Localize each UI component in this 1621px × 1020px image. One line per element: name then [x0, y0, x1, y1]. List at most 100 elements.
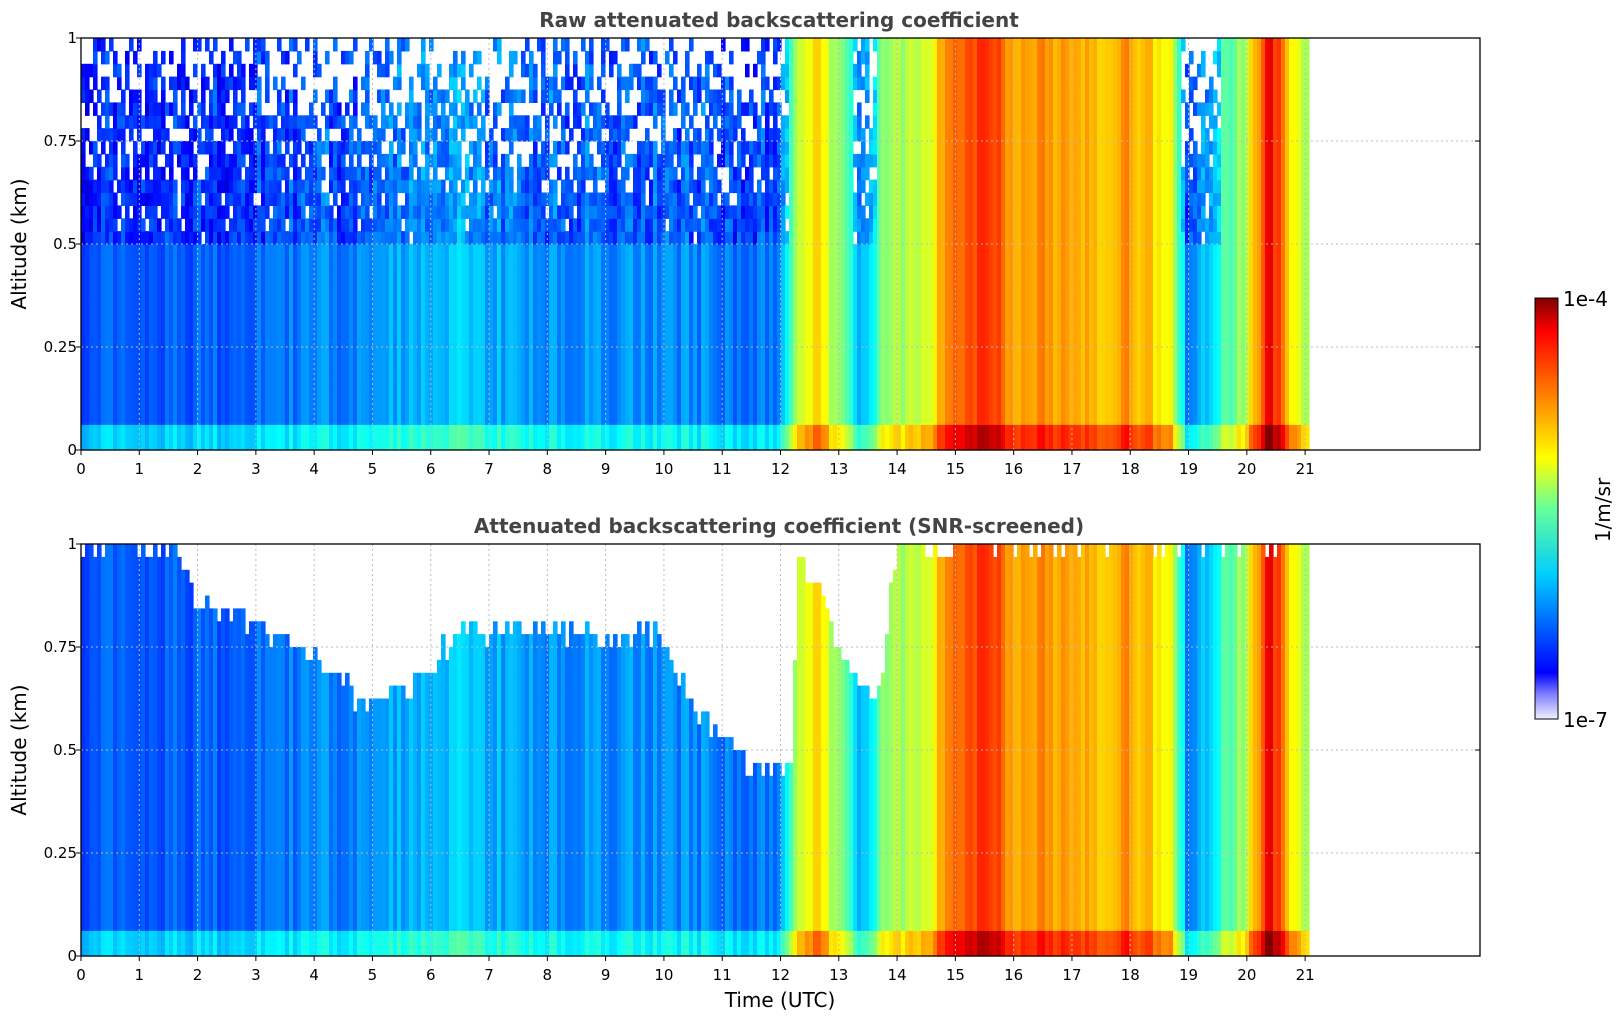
heatmap-cell	[321, 244, 326, 258]
heatmap-cell	[613, 334, 618, 348]
heatmap-cell	[717, 218, 722, 232]
heatmap-cell	[453, 166, 458, 181]
heatmap-cell	[745, 321, 750, 335]
heatmap-cell	[521, 372, 526, 387]
heatmap-cell	[389, 153, 394, 168]
heatmap-cell	[293, 63, 298, 78]
heatmap-cell	[317, 347, 322, 361]
heatmap-cell	[377, 321, 382, 335]
heatmap-cell	[317, 218, 322, 232]
heatmap-cell	[329, 205, 334, 219]
heatmap-cell	[389, 282, 394, 297]
heatmap-cell	[313, 141, 318, 155]
heatmap-cell	[101, 347, 106, 361]
heatmap-cell	[257, 256, 262, 271]
heatmap-cell	[273, 372, 278, 387]
heatmap-cell	[121, 347, 126, 361]
heatmap-cell	[669, 256, 674, 271]
heatmap-cell	[137, 385, 142, 400]
heatmap-cell	[273, 359, 278, 374]
heatmap-cell	[801, 205, 806, 219]
heatmap-cell	[613, 295, 618, 309]
heatmap-cell	[453, 269, 458, 284]
heatmap-cell	[197, 179, 202, 194]
heatmap-cell	[529, 205, 534, 219]
heatmap-cell	[465, 385, 470, 400]
heatmap-cell	[145, 411, 150, 425]
heatmap-cell	[749, 398, 754, 412]
heatmap-cell	[477, 192, 482, 206]
heatmap-cell	[793, 437, 798, 451]
heatmap-cell	[249, 231, 254, 245]
heatmap-cell	[165, 385, 170, 400]
heatmap-cell	[113, 166, 118, 181]
heatmap-cell	[185, 398, 190, 412]
heatmap-cell	[289, 347, 294, 361]
heatmap-cell	[521, 398, 526, 412]
heatmap-cell	[365, 256, 370, 271]
heatmap-cell	[249, 218, 254, 232]
heatmap-cell	[297, 166, 302, 181]
heatmap-cell	[805, 141, 810, 155]
heatmap-cell	[629, 244, 634, 258]
heatmap-cell	[657, 385, 662, 400]
heatmap-cell	[805, 256, 810, 271]
heatmap-cell	[781, 334, 786, 348]
heatmap-cell	[405, 256, 410, 271]
heatmap-cell	[241, 102, 246, 116]
heatmap-cell	[229, 372, 234, 387]
heatmap-cell	[349, 295, 354, 309]
heatmap-cell	[485, 166, 490, 181]
heatmap-cell	[161, 166, 166, 181]
heatmap-cell	[117, 424, 122, 438]
heatmap-cell	[161, 192, 166, 206]
heatmap-cell	[281, 372, 286, 387]
heatmap-cell	[773, 128, 778, 142]
heatmap-cell	[333, 76, 338, 91]
heatmap-cell	[133, 179, 138, 194]
heatmap-cell	[777, 192, 782, 206]
heatmap-cell	[493, 411, 498, 425]
heatmap-cell	[549, 424, 554, 438]
heatmap-cell	[121, 192, 126, 206]
heatmap-cell	[781, 424, 786, 438]
heatmap-cell	[117, 372, 122, 387]
heatmap-cell	[777, 411, 782, 425]
heatmap-cell	[777, 437, 782, 451]
heatmap-cell	[761, 192, 766, 206]
heatmap-cell	[749, 359, 754, 374]
heatmap-cell	[337, 308, 342, 322]
heatmap-cell	[617, 295, 622, 309]
heatmap-cell	[181, 231, 186, 245]
heatmap-cell	[113, 141, 118, 155]
heatmap-cell	[393, 411, 398, 425]
heatmap-cell	[441, 218, 446, 232]
heatmap-cell	[389, 424, 394, 438]
heatmap-cell	[469, 166, 474, 181]
heatmap-cell	[533, 179, 538, 194]
heatmap-cell	[573, 231, 578, 245]
heatmap-cell	[801, 256, 806, 271]
heatmap-cell	[725, 424, 730, 438]
heatmap-cell	[413, 347, 418, 361]
heatmap-cell	[425, 205, 430, 219]
heatmap-cell	[441, 308, 446, 322]
heatmap-cell	[681, 218, 686, 232]
heatmap-cell	[93, 372, 98, 387]
heatmap-cell	[745, 347, 750, 361]
heatmap-cell	[513, 411, 518, 425]
heatmap-cell	[545, 244, 550, 258]
heatmap-cell	[673, 141, 678, 155]
heatmap-cell	[493, 244, 498, 258]
heatmap-cell	[693, 76, 698, 91]
heatmap-cell	[749, 244, 754, 258]
heatmap-cell	[753, 334, 758, 348]
heatmap-cell	[649, 231, 654, 245]
heatmap-cell	[817, 372, 822, 387]
heatmap-cell	[593, 411, 598, 425]
heatmap-cell	[405, 334, 410, 348]
heatmap-cell	[241, 385, 246, 400]
heatmap-cell	[225, 437, 230, 451]
heatmap-cell	[185, 192, 190, 206]
heatmap-cell	[741, 308, 746, 322]
